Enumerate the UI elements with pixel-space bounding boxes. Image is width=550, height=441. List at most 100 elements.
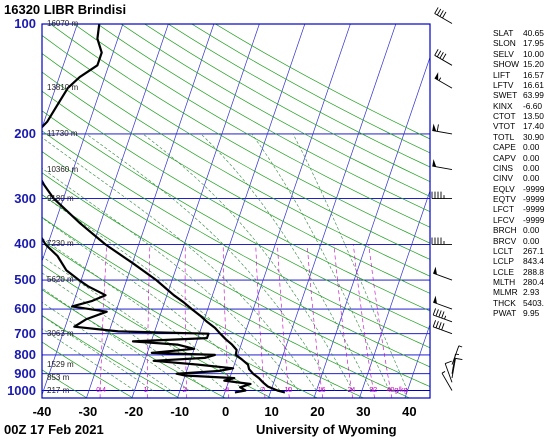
height-label: 217 m [47, 385, 70, 395]
index-row: VTOT 17.40 [493, 121, 544, 131]
mixing-ratio-label: 16 [317, 386, 326, 394]
wind-barb-flag [434, 72, 439, 81]
temperature-tick-label: -10 [170, 404, 190, 419]
wind-barb-full [432, 320, 437, 327]
wind-barb [432, 308, 453, 323]
dry-adiabat [42, 264, 273, 398]
index-value: 267.1 [523, 245, 544, 256]
index-value: 15.20 [523, 59, 544, 70]
moist-adiabat [42, 272, 208, 391]
index-value: 13.50 [523, 111, 544, 121]
mixing-ratio-label: 24 [347, 386, 356, 394]
index-name: KINX [493, 100, 513, 111]
index-name: CINS [493, 162, 514, 173]
index-name: CTOT [493, 111, 516, 121]
index-name: CINV [493, 173, 514, 184]
moist-adiabat [42, 315, 153, 391]
index-value: 0.00 [523, 235, 540, 246]
index-name: LFCV [493, 214, 515, 225]
index-value: 0.00 [523, 142, 540, 153]
index-name: EQLV [493, 183, 515, 194]
temperature-tick-label: -20 [124, 404, 144, 419]
index-value: 0.00 [523, 162, 540, 173]
wind-barb-full [442, 11, 447, 19]
isotherm [42, 24, 78, 129]
index-row: BRCH 0.00 [493, 225, 544, 235]
mixing-ratio-line [333, 244, 353, 398]
wind-barb [432, 320, 453, 335]
moist-adiabat [42, 328, 135, 391]
dry-adiabat [42, 216, 365, 398]
moist-adiabat [42, 217, 263, 391]
temperature-tick-label: 20 [310, 404, 325, 419]
wind-barb-half [458, 345, 463, 348]
dry-adiabat [42, 90, 430, 312]
index-row: LFCT -9999 [493, 204, 544, 214]
mixing-ratio-line [147, 244, 151, 398]
wind-barb [433, 295, 453, 310]
wind-barb-full [435, 309, 439, 317]
pressure-tick-label: 500 [14, 272, 36, 288]
height-label: 5620 m [47, 275, 74, 285]
wind-barb-staff [441, 372, 453, 391]
index-name: CAPV [493, 152, 516, 163]
mixing-ratio-line [99, 244, 108, 398]
isotherm [42, 24, 169, 396]
isotherm [42, 24, 124, 263]
moist-adiabat [200, 133, 372, 391]
height-label: 16070 m [47, 18, 79, 28]
wind-barb-full [442, 53, 447, 61]
wind-barb [434, 72, 453, 89]
dry-adiabat [144, 24, 430, 182]
wind-barb-flag [433, 266, 437, 275]
height-label: 1529 m [47, 359, 74, 369]
isotherm [177, 24, 306, 398]
index-row: EQLV -9999 [493, 184, 544, 194]
dry-adiabat [120, 24, 430, 197]
wind-barb-staff [432, 165, 453, 170]
wind-barb-staff [433, 272, 453, 281]
index-value: 0.00 [523, 225, 540, 236]
mixing-ratio-line [277, 244, 290, 398]
temperature-tick-label: 10 [264, 404, 279, 419]
index-value: 2.93 [523, 287, 540, 298]
wind-barb-half [441, 371, 446, 374]
isotherm [222, 24, 351, 398]
isotherm [404, 323, 430, 398]
wind-barb-flag [432, 159, 437, 167]
pressure-tick-label: 900 [14, 365, 36, 381]
index-name: LFTV [493, 79, 514, 90]
pressure-tick-label: 600 [14, 301, 36, 317]
index-value: 63.99 [523, 90, 544, 101]
mixing-ratio-line [306, 244, 323, 398]
height-label: 11730 m [47, 128, 78, 138]
index-row: SELV 10.00 [493, 49, 544, 59]
wind-barb-full [441, 323, 445, 331]
index-row: KINX -6.60 [493, 101, 544, 111]
moist-adiabat [42, 194, 281, 391]
pressure-tick-label: 100 [14, 15, 36, 31]
index-row: CTOT 13.50 [493, 111, 544, 121]
pressure-tick-label: 300 [14, 190, 36, 206]
temperature-tick-label: 30 [356, 404, 371, 419]
mixing-ratio-label: 10 [284, 386, 293, 394]
index-name: SHOW [493, 59, 520, 70]
index-name: LFCT [493, 204, 514, 215]
moist-adiabat [42, 256, 226, 391]
index-name: LIFT [493, 69, 511, 80]
mixing-ratio-label: 2 [182, 386, 187, 394]
index-value: 16.61 [523, 79, 544, 90]
index-name: THCK [493, 297, 516, 308]
index-name: SELV [493, 48, 514, 59]
moist-adiabat [292, 133, 408, 391]
wind-barb-staff [433, 314, 453, 323]
mixing-ratio-line [368, 244, 393, 398]
wind-barb-flag [432, 123, 437, 132]
index-name: LCLE [493, 266, 514, 277]
temperature-tick-label: -30 [78, 404, 98, 419]
index-value: 288.8 [523, 266, 544, 277]
wind-barb-full [439, 10, 444, 17]
index-row: BRCV 0.00 [493, 236, 544, 246]
height-label: 10360 m [47, 164, 79, 174]
height-label: 7230 m [47, 239, 74, 249]
